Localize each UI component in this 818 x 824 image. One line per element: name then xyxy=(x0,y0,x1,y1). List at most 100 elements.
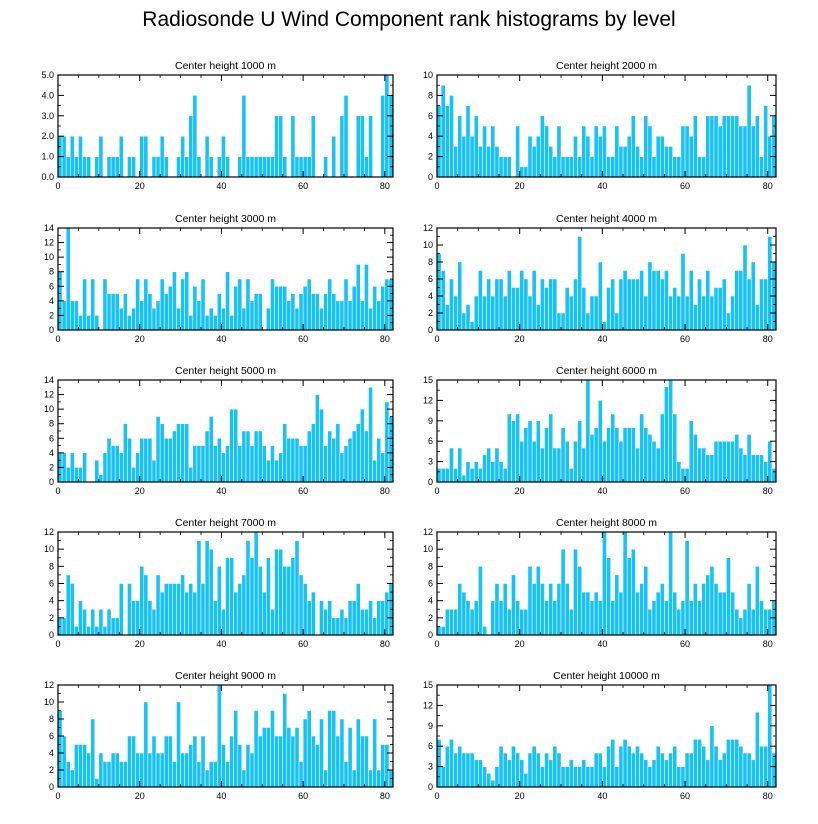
x-tick-label: 80 xyxy=(380,639,390,649)
histogram-bar xyxy=(200,278,206,331)
histogram-bar xyxy=(335,300,341,331)
y-tick-label: 2 xyxy=(49,765,54,775)
histogram-bar xyxy=(635,745,640,788)
histogram-bar xyxy=(573,278,578,331)
histogram-bar xyxy=(461,752,467,788)
histogram-bar xyxy=(713,440,719,483)
histogram-bar xyxy=(262,156,267,178)
y-tick-label: 8 xyxy=(49,267,54,277)
histogram-bar xyxy=(746,583,752,636)
histogram-bar xyxy=(486,146,491,178)
histogram-bar xyxy=(237,583,243,636)
histogram-bar xyxy=(319,600,324,636)
histogram-bar xyxy=(688,420,694,483)
histogram-bar xyxy=(507,609,512,636)
histogram-bar xyxy=(722,115,727,178)
histogram-bar xyxy=(143,574,149,636)
histogram-bar xyxy=(593,752,599,788)
histogram-bar xyxy=(473,295,479,331)
histogram-bar xyxy=(750,609,756,636)
histogram-bar xyxy=(730,115,735,178)
histogram-bar xyxy=(560,766,566,788)
histogram-bar xyxy=(465,752,471,788)
histogram-bar xyxy=(180,135,185,178)
histogram-bar xyxy=(498,156,504,178)
histogram-bar xyxy=(168,286,173,331)
histogram-bar xyxy=(339,718,345,788)
histogram-bar xyxy=(323,609,328,636)
histogram-bar xyxy=(119,307,124,331)
histogram-bar xyxy=(290,557,296,636)
histogram-bar xyxy=(722,278,727,331)
histogram-bar xyxy=(339,609,345,636)
histogram-bar xyxy=(750,125,756,178)
histogram-bar xyxy=(123,293,128,331)
histogram-bar xyxy=(717,759,723,788)
histogram-bar xyxy=(445,609,450,636)
histogram-bar xyxy=(482,454,487,483)
histogram-bar xyxy=(61,617,67,636)
histogram-bar xyxy=(527,135,533,178)
histogram-bar xyxy=(114,293,120,331)
histogram-bar xyxy=(527,295,533,331)
histogram-bar xyxy=(188,467,194,483)
y-tick-label: 6 xyxy=(49,731,54,741)
histogram-bar xyxy=(110,293,116,331)
x-tick-label: 0 xyxy=(434,181,439,191)
histogram-bar xyxy=(335,617,341,636)
histogram-bar xyxy=(159,591,165,636)
histogram-bar xyxy=(684,752,690,788)
histogram-bar xyxy=(143,135,149,178)
histogram-bar xyxy=(540,447,545,483)
histogram-bar xyxy=(655,745,661,788)
histogram-bar xyxy=(498,461,504,483)
histogram-bar xyxy=(722,440,727,483)
histogram-bar xyxy=(266,307,271,331)
histogram-bar xyxy=(651,600,657,636)
histogram-bar xyxy=(738,125,744,178)
histogram-bar xyxy=(713,583,719,636)
histogram-bar xyxy=(74,156,79,178)
histogram-bar xyxy=(368,387,373,483)
histogram-bar xyxy=(755,566,760,636)
histogram-bar xyxy=(647,434,653,483)
histogram-bar xyxy=(589,295,595,331)
histogram-bar xyxy=(360,115,365,178)
histogram-bar xyxy=(127,156,132,178)
histogram-bar xyxy=(180,278,185,331)
x-tick-label: 20 xyxy=(135,791,145,801)
histogram-bar xyxy=(372,286,377,331)
y-tick-label: 0 xyxy=(49,630,54,640)
histogram-bar xyxy=(266,727,271,788)
histogram-bar xyxy=(139,135,145,178)
histogram-bar xyxy=(225,156,230,178)
histogram-bar xyxy=(266,156,271,178)
histogram-bar xyxy=(734,270,740,331)
histogram-bar xyxy=(655,447,661,483)
histogram-bar xyxy=(351,286,357,331)
histogram-bar xyxy=(722,752,727,788)
histogram-bar xyxy=(102,626,108,636)
histogram-bar xyxy=(440,84,446,178)
histogram-bar xyxy=(651,156,657,178)
histogram-bar xyxy=(465,105,471,178)
histogram-bar xyxy=(585,591,591,636)
histogram-bar xyxy=(82,278,87,331)
histogram-bar xyxy=(131,156,136,178)
histogram-bar xyxy=(212,445,218,483)
histogram-bar xyxy=(767,609,773,636)
histogram-bar xyxy=(490,295,496,331)
histogram-bar xyxy=(384,401,390,483)
y-tick-label: 6 xyxy=(49,281,54,291)
histogram-bar xyxy=(204,769,210,788)
x-tick-label: 20 xyxy=(135,181,145,191)
x-tick-label: 0 xyxy=(55,791,60,801)
histogram-bar xyxy=(274,115,279,178)
histogram-bar xyxy=(651,270,657,331)
histogram-bar xyxy=(70,583,75,636)
histogram-bar xyxy=(184,156,189,178)
histogram-bar xyxy=(746,84,752,178)
histogram-bar xyxy=(453,609,458,636)
histogram-bar xyxy=(726,440,731,483)
panel-title: Center height 4000 m xyxy=(556,213,657,225)
